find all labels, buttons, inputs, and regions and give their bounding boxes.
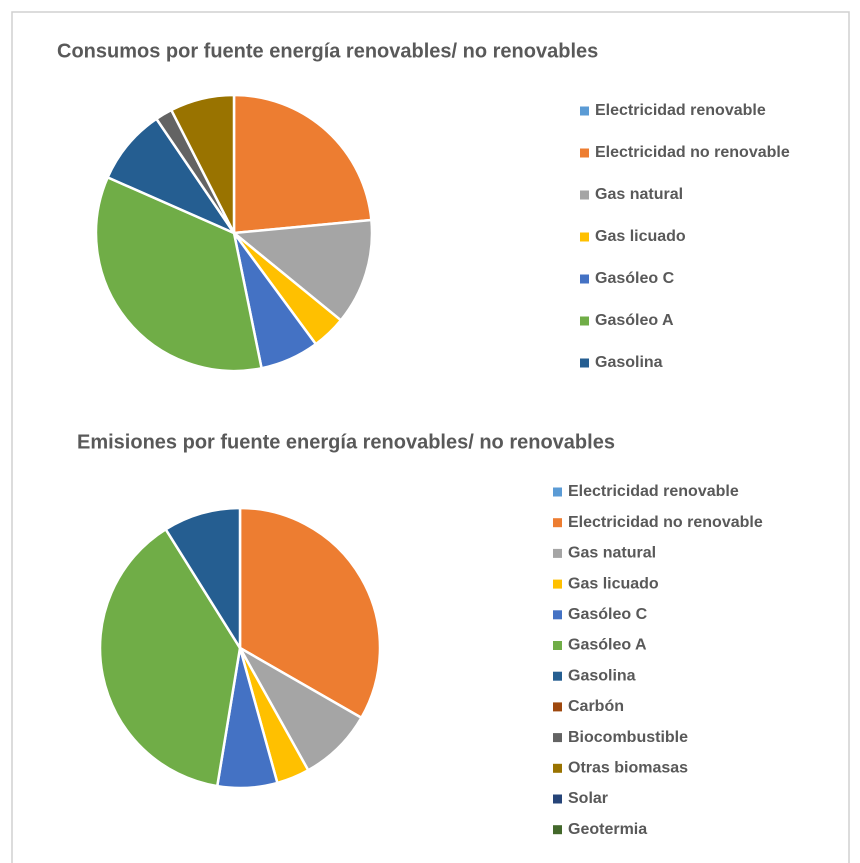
- pie-slice: [238, 506, 382, 720]
- legend-swatch: [553, 487, 562, 497]
- legend-label: Electricidad renovable: [568, 483, 739, 500]
- chart-title: Consumos por fuente energía renovables/ …: [57, 40, 598, 62]
- legend-swatch: [580, 316, 589, 326]
- legend-label: Electricidad renovable: [595, 102, 766, 119]
- legend-swatch: [553, 763, 562, 773]
- legend-swatch: [580, 190, 589, 200]
- legend-swatch: [580, 274, 589, 284]
- legend-swatch: [553, 825, 562, 835]
- legend-swatch: [553, 579, 562, 589]
- legend-swatch: [553, 641, 562, 650]
- legend-swatch: [553, 610, 562, 620]
- legend-label: Gasóleo A: [568, 637, 647, 654]
- legend-label: Carbón: [568, 698, 624, 715]
- legend-swatch: [580, 358, 589, 368]
- legend-swatch: [580, 232, 589, 242]
- pie-slice: [230, 218, 374, 323]
- legend-swatch: [553, 548, 562, 558]
- legend-swatch: [553, 518, 562, 528]
- legend-label: Gas natural: [568, 545, 656, 562]
- legend-label: Gasolina: [595, 354, 663, 371]
- legend-label: Gasóleo C: [595, 270, 675, 287]
- legend-label: Gas licuado: [595, 228, 686, 245]
- legend-label: Gasolina: [568, 667, 636, 684]
- legend-label: Gasóleo A: [595, 312, 674, 329]
- pie-slice: [232, 93, 373, 235]
- legend-swatch: [553, 794, 562, 804]
- legend-label: Gasóleo C: [568, 606, 648, 623]
- legend-label: Electricidad no renovable: [568, 514, 763, 531]
- legend-label: Solar: [568, 790, 608, 807]
- legend-label: Biocombustible: [568, 729, 688, 746]
- legend-swatch: [580, 106, 589, 116]
- legend-label: Otras biomasas: [568, 760, 688, 777]
- pie-slice: [169, 93, 236, 234]
- legend-swatch: [580, 148, 589, 158]
- pie-slice: [164, 506, 242, 653]
- legend-swatch: [553, 702, 562, 712]
- chart-title: Emisiones por fuente energía renovables/…: [77, 431, 615, 453]
- legend-label: Electricidad no renovable: [595, 144, 790, 161]
- legend-label: Gas licuado: [568, 575, 659, 592]
- legend-swatch: [553, 671, 562, 681]
- legend-label: Geotermia: [568, 821, 647, 838]
- legend-label: Gas natural: [595, 186, 683, 203]
- legend-swatch: [553, 733, 562, 743]
- pie-slice: [94, 175, 264, 373]
